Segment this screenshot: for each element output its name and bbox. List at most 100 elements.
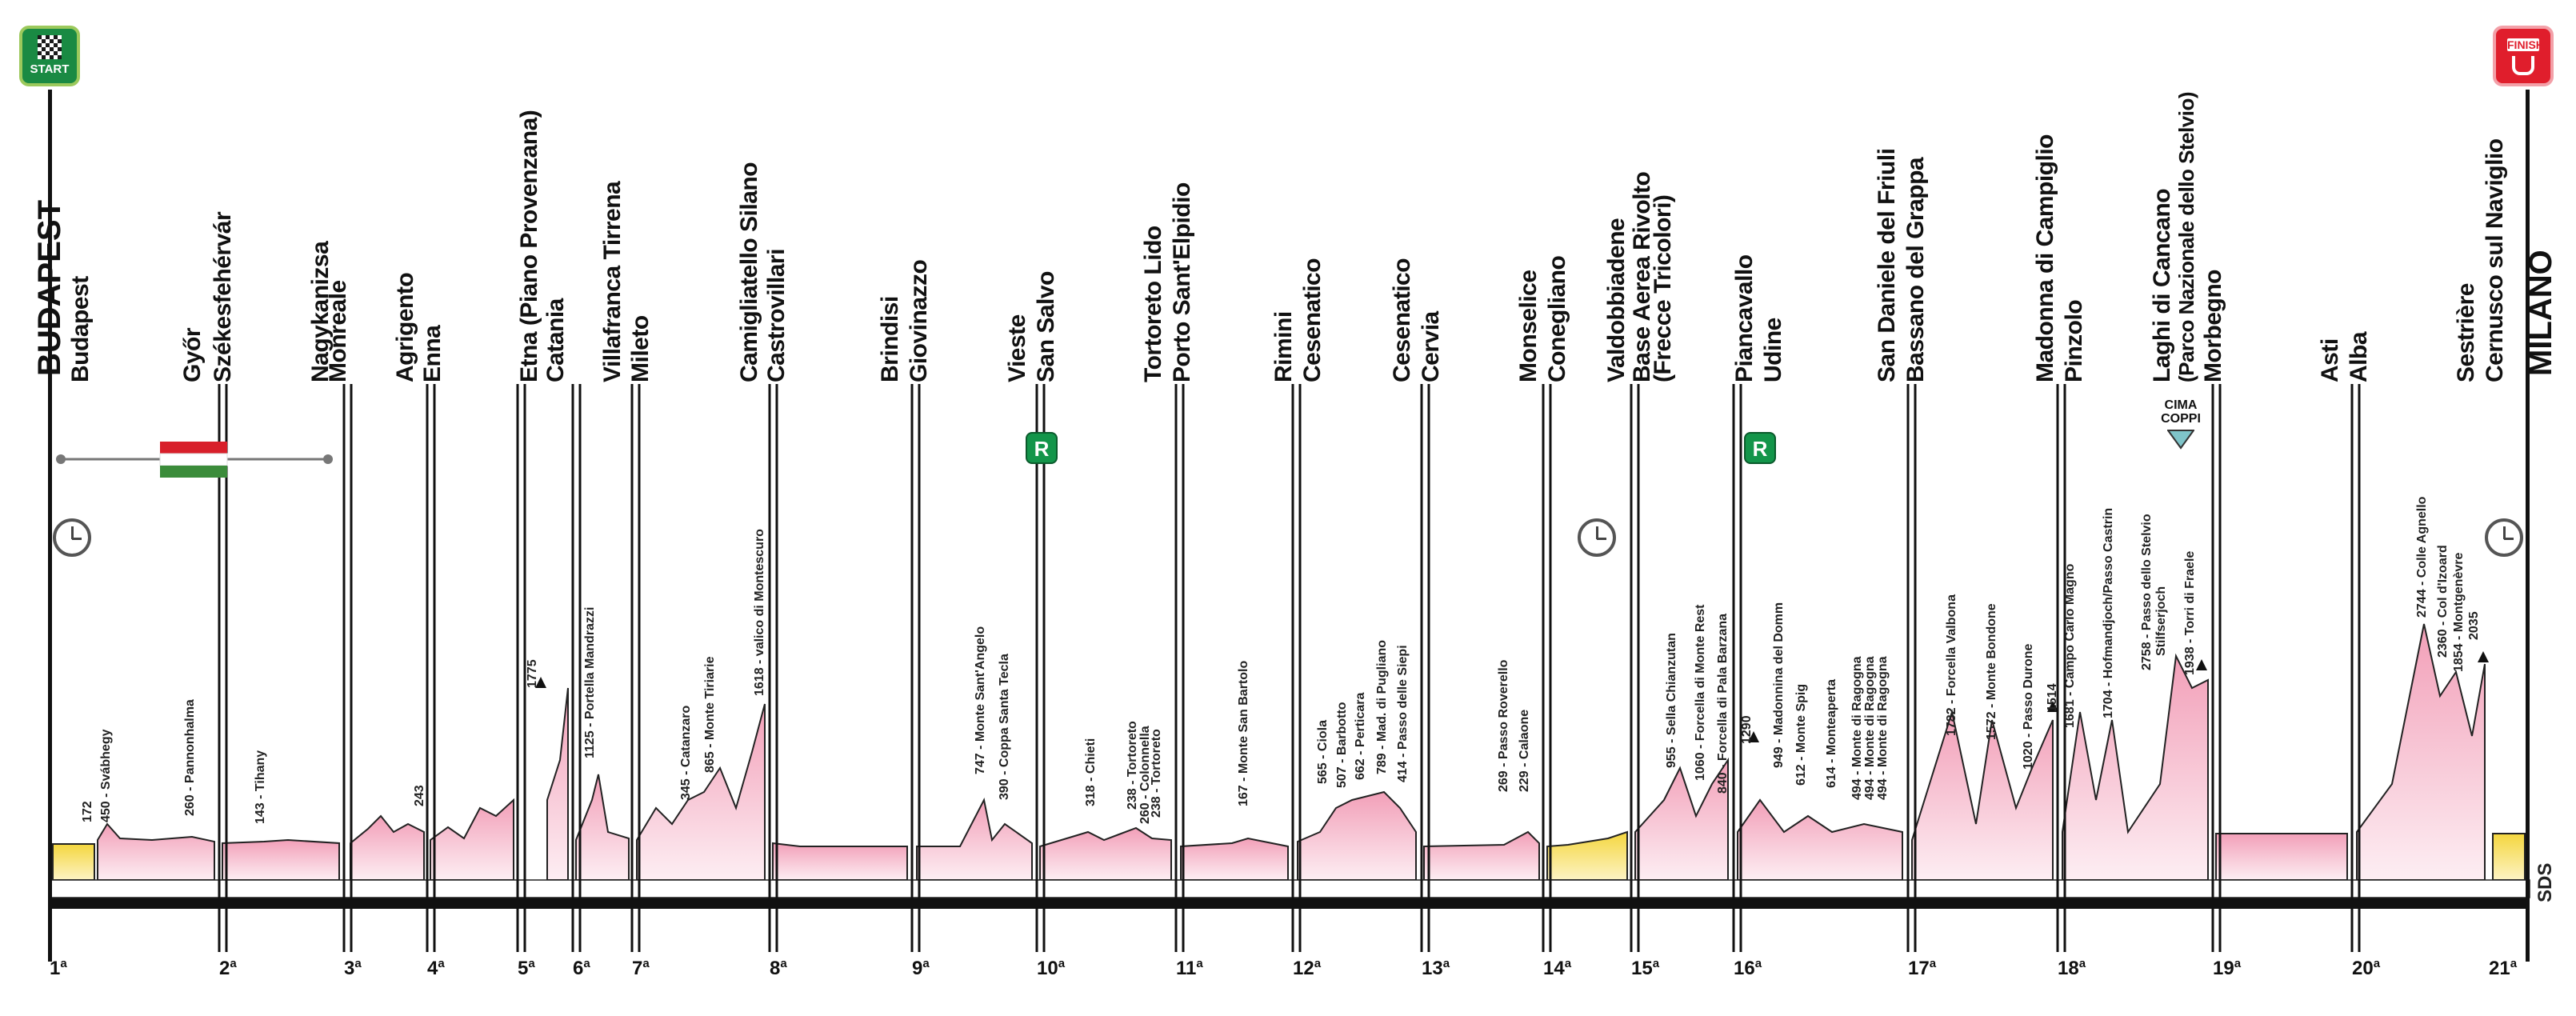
- stage-profile: [1546, 830, 1628, 881]
- city-label: Cesenatico: [1299, 258, 1326, 382]
- city-label: Etna (Piano Provenzana): [516, 110, 542, 382]
- peak-label: 1125 - Portella Mandrazzi: [583, 606, 597, 758]
- peak-label: 318 - Chieti: [1084, 738, 1098, 806]
- peak-label: 450 - Svábhegy: [99, 729, 113, 823]
- peak-label: 1618 - valico di Montescuro: [753, 529, 766, 696]
- cima-label: CIMA: [2164, 398, 2198, 412]
- stage-number-suffix: a: [354, 957, 362, 970]
- cima-coppi-marker: CIMA COPPI: [2157, 398, 2205, 453]
- city-label: Brindisi: [877, 296, 903, 382]
- stage-number-suffix: a: [2510, 957, 2518, 970]
- stage-number-suffix: a: [438, 957, 445, 970]
- stage-profile: [636, 703, 766, 881]
- city-label: Valdobbiadene: [1603, 218, 1630, 382]
- city-label: Budapest: [67, 276, 94, 382]
- peak-label: 507 - Barbotto: [1335, 702, 1349, 788]
- peak-label: 1782 - Forcella Valbona: [1945, 594, 1958, 736]
- peak-label: 1775: [526, 659, 539, 688]
- stage-number-value: 12: [1293, 958, 1314, 979]
- stage-profile: [2215, 833, 2348, 881]
- peak-label: 2035: [2467, 611, 2481, 640]
- stage-number-value: 16: [1734, 958, 1755, 979]
- stage-number-suffix: a: [1058, 957, 1066, 970]
- baseline-black-bar: [50, 898, 2530, 909]
- city-label: Asti: [2317, 338, 2343, 382]
- peak-label: 243: [413, 785, 426, 806]
- city-label: Villafranca Tirrena: [599, 181, 626, 382]
- stage-number-value: 15: [1631, 958, 1653, 979]
- summit-arrow-icon: [2478, 651, 2489, 662]
- stage-number-suffix: a: [642, 957, 650, 970]
- city-label: Tortoreto Lido: [1140, 226, 1166, 382]
- hungary-flag-green: [160, 466, 227, 478]
- city-label: Udine: [1760, 318, 1786, 382]
- peak-label: 1060 - Forcella di Monte Rest: [1694, 604, 1707, 781]
- peak-label: 2360 - Col d'Izoard: [2436, 545, 2450, 658]
- city-label: Enna: [419, 325, 446, 382]
- start-pole: [48, 90, 52, 962]
- stage-number-suffix: a: [1754, 957, 1762, 970]
- stage-number: 18a: [2058, 957, 2086, 980]
- city-label: Mileto: [627, 315, 654, 382]
- stage-number-value: 8: [770, 958, 781, 979]
- finish-badge: FINISH: [2493, 26, 2554, 86]
- city-label: Rimini: [1270, 311, 1297, 382]
- city-label: Catania: [542, 298, 569, 382]
- peak-label: 840 - Forcella di Pala Barzana: [1716, 614, 1730, 794]
- stage-profile: [222, 838, 340, 881]
- peak-label: 565 - Ciola: [1316, 719, 1330, 784]
- stage-number-suffix: a: [780, 957, 787, 970]
- stage-number-value: 13: [1422, 958, 1443, 979]
- city-label: San Daniele del Friuli: [1874, 148, 1900, 382]
- stage-number: 12a: [1293, 957, 1321, 980]
- city-label: Conegliano: [1544, 255, 1570, 382]
- time-trial-clock-icon: [2485, 518, 2523, 557]
- time-trial-clock-icon: [1578, 518, 1616, 557]
- city-label: Monselice: [1515, 270, 1542, 382]
- finish-label: FINISH: [2507, 38, 2544, 51]
- stage-profile: [1737, 798, 1903, 881]
- stage-profile: [546, 687, 569, 881]
- stage-number-value: 4: [427, 958, 438, 979]
- route-start-city: BUDAPEST: [32, 199, 67, 376]
- stage-profile: [1297, 790, 1417, 881]
- peak-label: 167 - Monte San Bartolo: [1237, 660, 1250, 806]
- stage-number-value: 19: [2213, 958, 2234, 979]
- finish-pole: [2526, 90, 2530, 962]
- stage-number-value: 2: [219, 958, 230, 979]
- stage-profile: [575, 774, 630, 881]
- peak-label: 865 - Monte Tiriarie: [703, 656, 717, 773]
- stage-number-value: 5: [518, 958, 529, 979]
- stage-number-suffix: a: [583, 957, 590, 970]
- hungary-flag-white: [159, 453, 228, 466]
- city-label: Cesenatico: [1389, 258, 1415, 382]
- stage-number: 21a: [2489, 957, 2517, 980]
- city-label: Bassano del Grappa: [1902, 157, 1929, 382]
- stage-profile: [1039, 826, 1172, 881]
- stage-profile: [430, 798, 514, 881]
- stage-number-value: 11: [1176, 958, 1197, 979]
- city-label: Győr: [179, 327, 206, 382]
- peak-label: 494 - Monte di Ragogna: [1876, 656, 1890, 800]
- stage-number: 15a: [1631, 957, 1659, 980]
- peak-label: 614 - Monteaperta: [1825, 678, 1838, 788]
- time-trial-clock-icon: [53, 518, 91, 557]
- coppi-label: COPPI: [2161, 412, 2201, 426]
- rest-day-badge: R: [1026, 432, 1058, 464]
- city-label: Porto Sant'Elpidio: [1169, 182, 1195, 382]
- stage-number-suffix: a: [2234, 957, 2242, 970]
- stage-profile: [52, 843, 95, 881]
- peak-label: 1020 - Passo Durone: [2022, 643, 2035, 770]
- stage-number: 19a: [2213, 957, 2241, 980]
- city-label: Castrovillari: [763, 249, 790, 382]
- stage-number: 1a: [50, 957, 67, 980]
- stage-number: 3a: [344, 957, 362, 980]
- stage-number-value: 17: [1908, 958, 1930, 979]
- peak-label: 1514: [2046, 683, 2059, 712]
- stage-number: 17a: [1908, 957, 1936, 980]
- stage-number: 5a: [518, 957, 535, 980]
- peak-label: 949 - Madonnina del Domm: [1772, 602, 1786, 768]
- baseline-bar: [49, 879, 2530, 909]
- stage-number-value: 6: [573, 958, 584, 979]
- hungary-flag-group: [56, 442, 333, 478]
